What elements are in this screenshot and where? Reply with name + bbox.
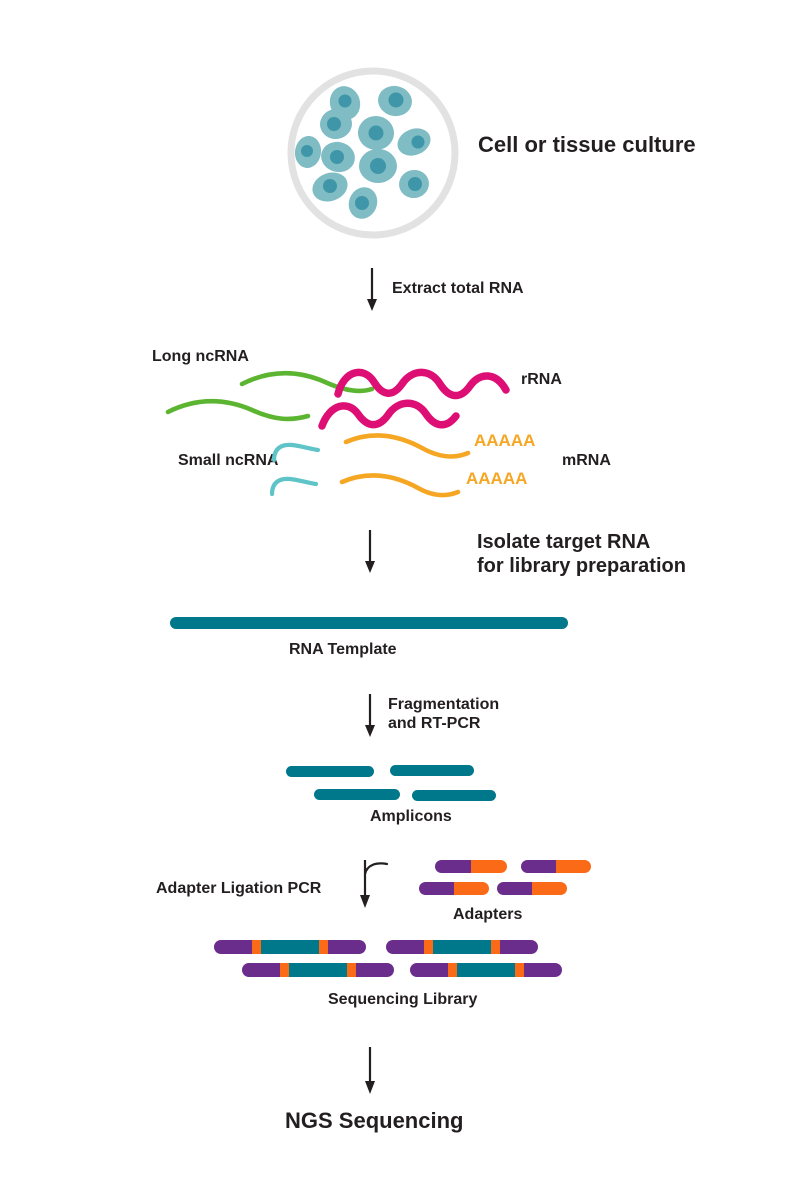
library-insert — [433, 940, 491, 954]
isolate-rna-line1: Isolate target RNA — [477, 531, 651, 553]
small-ncrna-strands — [268, 438, 338, 500]
library-construct — [410, 963, 562, 977]
fragmentation-line2: and RT-PCR — [388, 714, 481, 732]
adapter-piece — [497, 882, 567, 895]
rna-template-bar — [170, 617, 568, 629]
small-ncrna-label: Small ncRNA — [178, 452, 279, 469]
cell-group — [294, 85, 431, 219]
long-ncrna-strands — [160, 362, 380, 432]
library-index-right — [514, 963, 524, 977]
cell-culture-label: Cell or tissue culture — [478, 132, 696, 157]
adapter-piece — [435, 860, 507, 873]
isolate-rna-line2: for library preparation — [477, 554, 686, 577]
adapter-purple-half — [497, 882, 532, 895]
library-insert — [289, 963, 347, 977]
library-adapter-left — [386, 940, 424, 954]
fragmentation-line1: Fragmentation — [388, 696, 500, 713]
ngs-arrow — [360, 1047, 380, 1095]
library-adapter-right — [499, 940, 538, 954]
amplicon-bar — [390, 765, 474, 776]
rrna-label: rRNA — [521, 371, 562, 388]
library-adapter-right — [523, 963, 562, 977]
isolate-rna-arrow — [360, 530, 380, 574]
library-adapter-left — [242, 963, 280, 977]
adapter-orange-half — [532, 882, 567, 895]
amplicon-bar — [286, 766, 374, 777]
adapter-purple-half — [419, 882, 454, 895]
adapter-piece — [419, 882, 489, 895]
mrna-strands — [339, 428, 485, 498]
adapter-ligation-label: Adapter Ligation PCR — [156, 880, 322, 897]
adapter-orange-half — [454, 882, 489, 895]
fragmentation-arrow — [360, 694, 380, 738]
amplicon-bar — [412, 790, 496, 801]
adapter-purple-half — [435, 860, 471, 873]
library-construct — [242, 963, 394, 977]
mrna-label: mRNA — [562, 452, 611, 469]
petri-dish-illustration — [283, 63, 463, 243]
adapter-purple-half — [521, 860, 556, 873]
ngs-sequencing-label: NGS Sequencing — [285, 1108, 464, 1133]
adapter-orange-half — [556, 860, 591, 873]
library-insert — [457, 963, 515, 977]
rrna-strands — [318, 352, 525, 447]
adapters-label: Adapters — [453, 906, 523, 923]
sequencing-library-label: Sequencing Library — [328, 991, 478, 1008]
adapter-piece — [521, 860, 591, 873]
amplicons-label: Amplicons — [370, 808, 452, 825]
long-ncrna-label: Long ncRNA — [152, 348, 249, 365]
library-index-right — [318, 940, 328, 954]
library-index-left — [448, 963, 458, 977]
extract-rna-arrow — [362, 268, 382, 312]
library-construct — [386, 940, 538, 954]
library-adapter-left — [214, 940, 252, 954]
library-index-left — [280, 963, 290, 977]
library-construct — [214, 940, 366, 954]
extract-rna-label: Extract total RNA — [392, 280, 524, 297]
isolate-rna-label: Isolate target RNA for library preparati… — [477, 531, 686, 578]
library-adapter-right — [327, 940, 366, 954]
rna-template-label: RNA Template — [289, 641, 397, 658]
polya-tail-label-1: AAAAA — [474, 431, 536, 450]
amplicon-bar — [314, 789, 400, 800]
library-insert — [261, 940, 319, 954]
library-index-left — [252, 940, 262, 954]
library-index-left — [424, 940, 434, 954]
library-index-right — [490, 940, 500, 954]
library-index-right — [346, 963, 356, 977]
library-adapter-right — [355, 963, 394, 977]
fragmentation-label: Fragmentation and RT-PCR — [388, 696, 499, 734]
library-adapter-left — [410, 963, 448, 977]
adapter-orange-half — [471, 860, 507, 873]
polya-tail-label-2: AAAAA — [466, 469, 528, 488]
adapter-ligation-arrow — [356, 858, 396, 910]
